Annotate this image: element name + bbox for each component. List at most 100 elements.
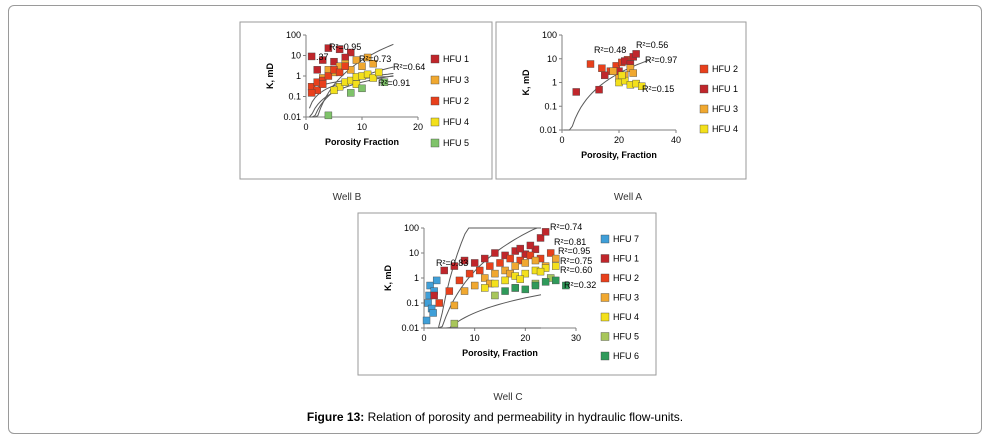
well-a-point-hfu-4 bbox=[638, 82, 646, 90]
well-b-point-hfu-2 bbox=[335, 68, 344, 77]
well-c-point-hfu-4 bbox=[516, 275, 524, 283]
well-b-legend-swatch bbox=[430, 138, 440, 148]
well-c-point-hfu-2 bbox=[435, 299, 443, 307]
well-c-point-hfu-3 bbox=[450, 301, 459, 310]
well-b-r2-label: R²=0.95 bbox=[329, 42, 361, 52]
well-c-point-hfu-6 bbox=[562, 281, 570, 290]
well-c-point-hfu-1 bbox=[516, 244, 524, 253]
well-a-legend-swatch bbox=[699, 124, 709, 134]
well-a-point-hfu-1 bbox=[601, 71, 609, 80]
well-b-legend-label: HFU 2 bbox=[443, 96, 469, 106]
well-b-point-hfu-5 bbox=[358, 84, 366, 93]
well-b-point-hfu-1 bbox=[313, 66, 321, 74]
well-b-point-hfu-5 bbox=[380, 78, 389, 86]
well-a-y-tick-label: 100 bbox=[542, 30, 557, 40]
well-b-point-hfu-2 bbox=[341, 62, 349, 70]
well-b-point-hfu-2 bbox=[319, 80, 327, 88]
well-c-legend-swatch bbox=[600, 273, 610, 283]
well-c-y-tick-label: 0.01 bbox=[401, 323, 419, 333]
well-a-point-hfu-1 bbox=[572, 88, 580, 96]
well-a-panel bbox=[495, 21, 747, 180]
well-c-point-hfu-3 bbox=[470, 281, 479, 290]
well-c-r2-label: R²=0.95 bbox=[558, 246, 590, 256]
well-c-point-hfu-1 bbox=[450, 262, 459, 270]
well-a-point-hfu-1 bbox=[595, 85, 603, 94]
well-b-point-hfu-2 bbox=[324, 72, 333, 80]
well-c-legend-label: HFU 5 bbox=[613, 332, 639, 342]
well-a-title: Well A bbox=[614, 192, 642, 203]
well-c-point-hfu-1 bbox=[491, 249, 499, 257]
well-b-y-tick-label: 1 bbox=[296, 71, 301, 81]
well-c-point-hfu-2 bbox=[506, 254, 514, 263]
well-c-point-hfu-3 bbox=[511, 262, 519, 270]
well-a-point-hfu-4 bbox=[618, 71, 626, 80]
well-c-y-tick-label: 10 bbox=[409, 248, 419, 258]
well-c-r2-label: R²=0.81 bbox=[554, 237, 586, 247]
well-c-x-tick-label: 0 bbox=[421, 333, 426, 343]
well-c-point-hfu-4 bbox=[491, 279, 499, 288]
well-c-point-hfu-6 bbox=[521, 285, 530, 294]
well-c-point-hfu-1 bbox=[440, 266, 448, 275]
well-a-x-tick-label: 40 bbox=[671, 135, 681, 145]
well-c-point-hfu-1 bbox=[541, 228, 550, 236]
well-a-r2-label: R²=0.15 bbox=[642, 84, 674, 94]
well-c-r2-label: R²=0.74 bbox=[550, 222, 582, 232]
well-c-point-hfu-2 bbox=[476, 266, 484, 275]
well-c-legend-label: HFU 3 bbox=[613, 293, 639, 303]
well-c-legend-swatch bbox=[600, 332, 610, 341]
well-b-point-hfu-3 bbox=[363, 53, 372, 62]
caption-text: Relation of porosity and permeability in… bbox=[367, 410, 684, 424]
well-b-y-tick-label: 0.1 bbox=[288, 92, 301, 102]
well-c-point-hfu-4 bbox=[481, 284, 489, 292]
well-b-legend-swatch bbox=[430, 96, 440, 106]
well-c-legend-swatch bbox=[600, 293, 610, 302]
well-c-point-hfu-3 bbox=[481, 274, 489, 282]
well-a-x-axis-title: Porosity, Fraction bbox=[581, 150, 657, 160]
well-b-point-hfu-5 bbox=[324, 111, 333, 120]
well-b-point-hfu-1 bbox=[341, 53, 349, 62]
well-b-legend-swatch bbox=[430, 117, 440, 127]
well-c-point-hfu-1 bbox=[481, 254, 489, 263]
well-b-legend-swatch bbox=[430, 75, 440, 85]
well-b-legend-label: HFU 4 bbox=[443, 117, 469, 127]
well-c-point-hfu-5 bbox=[450, 319, 459, 328]
well-c-point-hfu-4 bbox=[501, 276, 509, 285]
well-a-trend-line bbox=[563, 59, 650, 131]
well-a-legend-label: HFU 4 bbox=[712, 124, 738, 134]
well-b-x-tick-label: 20 bbox=[413, 122, 423, 132]
well-c-r2-label: R²=0.32 bbox=[564, 280, 596, 290]
well-b-point-hfu-4 bbox=[352, 80, 361, 88]
well-a-point-hfu-3 bbox=[629, 69, 637, 77]
well-b-point-hfu-1 bbox=[330, 57, 338, 66]
well-c-legend-swatch bbox=[600, 351, 610, 361]
well-b-title: Well B bbox=[333, 192, 362, 203]
well-b-point-hfu-2 bbox=[307, 89, 316, 97]
well-a-y-tick-label: 0.01 bbox=[539, 125, 557, 135]
well-c-legend-swatch bbox=[600, 234, 610, 244]
well-c-point-hfu-6 bbox=[511, 284, 519, 292]
well-c-point-hfu-6 bbox=[531, 281, 540, 290]
well-c-point-hfu-3 bbox=[460, 287, 469, 295]
well-c-legend-label: HFU 6 bbox=[613, 351, 639, 361]
well-b-legend-label: HFU 5 bbox=[443, 138, 469, 148]
well-c-point-hfu-2 bbox=[465, 269, 474, 278]
well-a-y-tick-label: 10 bbox=[547, 54, 557, 64]
well-b-r2-label: .37 bbox=[316, 52, 329, 62]
well-a-point-hfu-2 bbox=[598, 64, 606, 72]
well-c-x-tick-label: 10 bbox=[470, 333, 480, 343]
well-c-y-tick-label: 1 bbox=[414, 273, 419, 283]
well-a-point-hfu-1 bbox=[632, 50, 640, 58]
well-c-point-hfu-1 bbox=[536, 234, 545, 242]
well-b-y-tick-label: 0.01 bbox=[283, 112, 301, 122]
well-c-x-tick-label: 20 bbox=[520, 333, 530, 343]
well-c-point-hfu-7 bbox=[429, 309, 437, 317]
well-c-point-hfu-3 bbox=[552, 254, 560, 263]
well-c-x-axis-title: Porosity, Fraction bbox=[462, 348, 538, 358]
well-c-point-hfu-5 bbox=[491, 291, 499, 300]
well-a-r2-label: R²=0.97 bbox=[645, 55, 677, 65]
well-c-point-hfu-2 bbox=[526, 251, 535, 260]
well-c-chart: 0.01 0.1 1 10 100 0 10 20 30 Porosity, Fraction K,… bbox=[383, 222, 639, 361]
well-a-x-tick-label: 0 bbox=[559, 135, 564, 145]
figure-caption: Figure 13: Relation of porosity and perm… bbox=[0, 410, 990, 424]
well-a-point-hfu-2 bbox=[586, 60, 595, 68]
